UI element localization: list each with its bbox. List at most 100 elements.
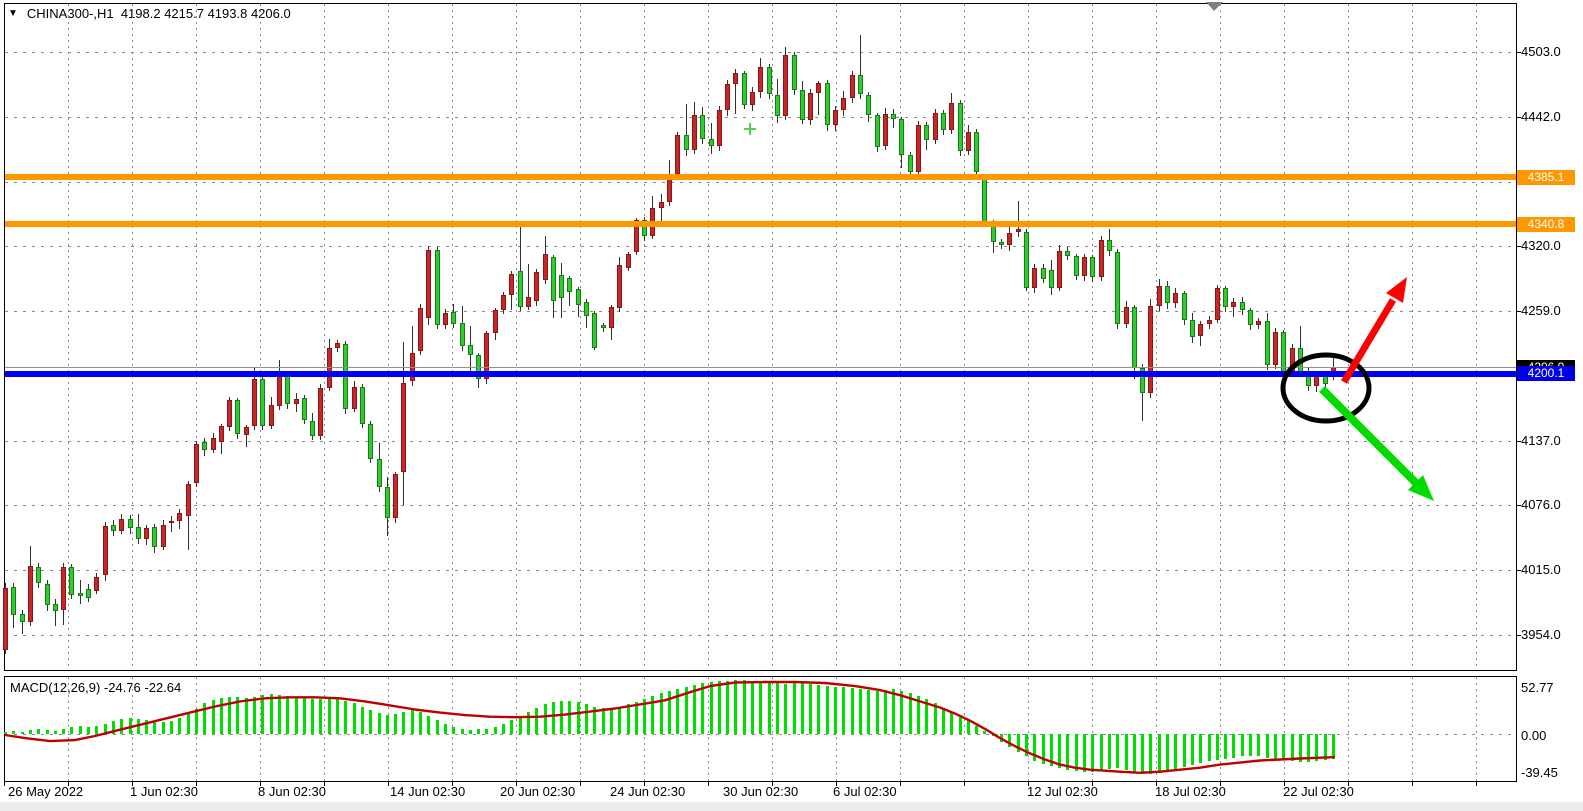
macd-histogram-bar [344,701,347,734]
bull-candle-body [509,273,514,296]
vertical-gridline-macd [516,677,517,781]
time-axis-label: 1 Jun 02:30 [130,784,198,799]
macd-indicator-label: MACD(12,26,9) -24.76 -22.64 [10,680,182,695]
vertical-gridline [580,4,581,670]
macd-histogram-bar [1307,734,1310,762]
vertical-gridline [1156,4,1157,670]
resistance-lower-line[interactable] [5,221,1516,227]
bear-candle-body [1248,310,1253,325]
bull-candle-body [277,374,282,406]
macd-histogram-bar [353,703,356,734]
macd-histogram-bar [1332,734,1335,760]
macd-histogram-bar [627,704,630,734]
macd-histogram-bar [378,712,381,734]
bear-candle-body [152,526,157,547]
bull-candle-body [725,83,730,111]
vertical-gridline-macd [580,677,581,781]
macd-histogram-bar [743,679,746,734]
time-axis-label: 20 Jun 02:30 [500,784,576,799]
time-axis-label: 26 May 2022 [8,784,84,799]
macd-histogram-bar [660,693,663,734]
bull-candle-body [1215,287,1220,320]
macd-histogram-bar [1274,734,1277,759]
bull-candle-body [177,512,182,522]
bull-candle-body [1290,348,1295,372]
macd-histogram-bar [959,714,962,734]
macd-histogram-bar [876,691,879,734]
time-axis-tick [1156,782,1157,786]
bear-candle-body [11,587,16,615]
bear-candle-body [1065,250,1070,256]
support-blue-line[interactable] [5,371,1516,377]
macd-histogram-bar [494,726,497,734]
macd-histogram-bar [29,729,32,734]
bull-candle-body [194,443,199,484]
bear-candle-body [767,66,772,95]
macd-histogram-bar [336,699,339,734]
bid-line-line[interactable] [5,367,1516,368]
bear-candle-body [1190,319,1195,337]
candle-wick [1018,200,1019,237]
macd-histogram-bar [618,706,621,734]
macd-histogram-bar [925,699,928,734]
bear-candle-body [908,155,913,172]
macd-histogram-bar [983,730,986,734]
macd-histogram-bar [751,681,754,734]
candle-wick [528,264,529,311]
time-axis-tick [388,782,389,786]
bear-candle-body [310,420,315,437]
bear-candle-body [1115,251,1120,324]
macd-histogram-bar [1091,734,1094,772]
price-axis-tick [1517,635,1521,636]
macd-histogram-bar [1158,734,1161,773]
horizontal-gridline [5,505,1516,506]
bear-candle-body [891,113,896,119]
macd-histogram-bar [1100,734,1103,771]
bull-candle-body [484,333,489,380]
bear-candle-body [775,94,780,116]
resistance-upper-line[interactable] [5,174,1516,180]
macd-histogram-bar [975,725,978,734]
bear-candle-body [1090,256,1095,278]
bull-candle-body [1207,319,1212,324]
bull-candle-body [211,437,216,451]
macd-indicator-panel[interactable] [4,676,1517,782]
bull-candle-body [493,310,498,334]
price-axis-label: 4137.0 [1521,433,1561,448]
bear-candle-body [551,256,556,302]
bull-candle-body [418,307,423,352]
macd-histogram-bar [510,719,513,734]
macd-histogram-bar [967,719,970,734]
bull-candle-body [94,576,99,592]
macd-histogram-bar [1033,734,1036,761]
macd-histogram-bar [718,681,721,734]
macd-histogram-bar [1249,734,1252,757]
price-axis-label: 4320.0 [1521,238,1561,253]
symbol-dropdown-icon[interactable]: ▼ [8,8,18,19]
macd-histogram-bar [909,693,912,734]
macd-histogram-bar [1008,734,1011,748]
macd-histogram-bar [62,728,65,734]
price-axis-tick [1517,505,1521,506]
bull-candle-body [850,75,855,98]
bear-candle-body [1298,348,1303,372]
macd-histogram-bar [502,723,505,734]
bull-candle-body [28,566,33,623]
bear-candle-body [86,589,91,598]
macd-histogram-bar [120,718,123,734]
vertical-gridline-macd [1412,677,1413,781]
price-axis-label: 4076.0 [1521,497,1561,512]
vertical-gridline [1412,4,1413,670]
bull-candle-body [534,271,539,302]
time-axis-label: 22 Jul 02:30 [1283,784,1354,799]
bear-candle-body [709,139,714,147]
bear-candle-body [1074,255,1079,277]
macd-histogram-bar [685,687,688,734]
bear-candle-body [235,400,240,435]
price-chart-panel[interactable] [4,3,1517,671]
macd-histogram-bar [95,725,98,734]
bull-candle-body [169,521,174,524]
macd-histogram-bar [452,726,455,734]
macd-histogram-bar [593,706,596,734]
macd-histogram-bar [220,698,223,734]
